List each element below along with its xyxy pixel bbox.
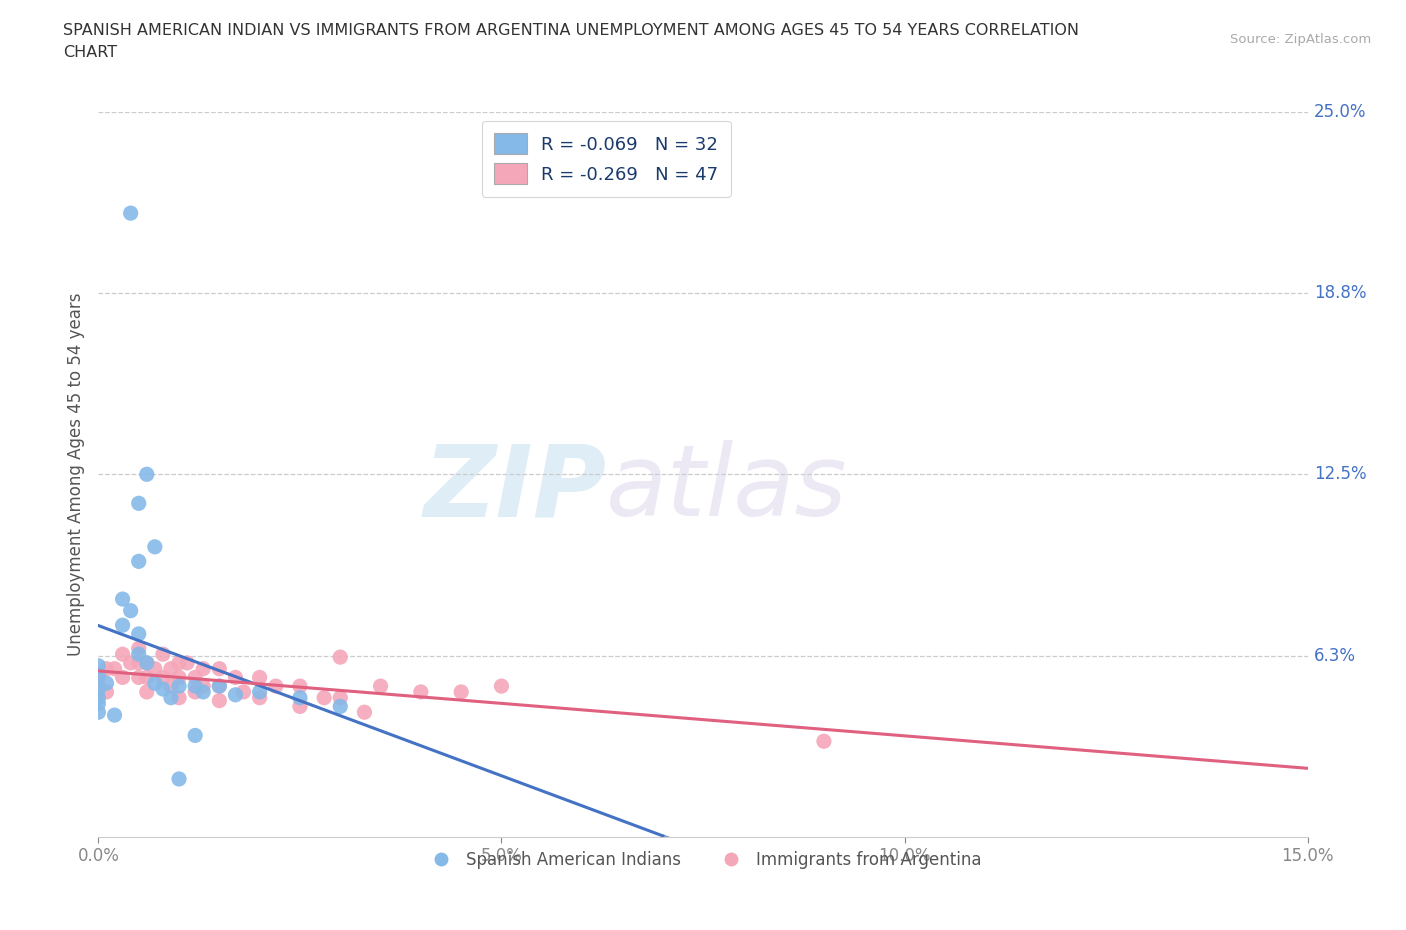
Point <box>193 679 215 694</box>
Point <box>329 650 352 665</box>
Point <box>103 661 125 676</box>
Text: Source: ZipAtlas.com: Source: ZipAtlas.com <box>1230 33 1371 46</box>
Legend: Spanish American Indians, Immigrants from Argentina: Spanish American Indians, Immigrants fro… <box>418 844 988 876</box>
Text: 18.8%: 18.8% <box>1313 284 1367 302</box>
Point <box>128 554 150 569</box>
Point <box>87 684 110 699</box>
Point <box>135 656 157 671</box>
Point <box>128 641 150 656</box>
Point <box>96 676 118 691</box>
Point <box>264 679 287 694</box>
Point <box>176 656 198 671</box>
Point <box>249 684 271 699</box>
Point <box>103 708 125 723</box>
Point <box>329 699 352 714</box>
Point <box>409 684 432 699</box>
Point <box>87 679 110 694</box>
Point <box>96 684 118 699</box>
Point <box>370 679 392 694</box>
Point <box>208 679 231 694</box>
Point <box>208 693 231 708</box>
Point <box>135 670 157 684</box>
Point <box>128 627 150 642</box>
Point <box>128 646 150 661</box>
Point <box>450 684 472 699</box>
Point <box>111 670 134 684</box>
Point <box>143 539 166 554</box>
Point <box>87 690 110 705</box>
Point <box>167 670 190 684</box>
Point <box>167 690 190 705</box>
Point <box>96 661 118 676</box>
Point <box>208 661 231 676</box>
Point <box>87 670 110 684</box>
Text: SPANISH AMERICAN INDIAN VS IMMIGRANTS FROM ARGENTINA UNEMPLOYMENT AMONG AGES 45 : SPANISH AMERICAN INDIAN VS IMMIGRANTS FR… <box>63 23 1080 38</box>
Point <box>128 656 150 671</box>
Point <box>288 699 311 714</box>
Text: atlas: atlas <box>606 440 848 538</box>
Point <box>314 690 336 705</box>
Point <box>120 604 142 618</box>
Point <box>329 690 352 705</box>
Point <box>232 684 254 699</box>
Point <box>111 646 134 661</box>
Point <box>120 656 142 671</box>
Point <box>120 206 142 220</box>
Point <box>143 676 166 691</box>
Point <box>288 679 311 694</box>
Point <box>249 690 271 705</box>
Point <box>193 684 215 699</box>
Point <box>160 690 183 705</box>
Point <box>184 728 207 743</box>
Point <box>184 684 207 699</box>
Point <box>160 661 183 676</box>
Point <box>111 618 134 632</box>
Point <box>135 656 157 671</box>
Point <box>135 467 157 482</box>
Text: 12.5%: 12.5% <box>1313 465 1367 484</box>
Text: ZIP: ZIP <box>423 440 606 538</box>
Point <box>167 656 190 671</box>
Text: 25.0%: 25.0% <box>1313 102 1367 121</box>
Point <box>87 658 110 673</box>
Text: 6.3%: 6.3% <box>1313 646 1355 665</box>
Text: CHART: CHART <box>63 45 117 60</box>
Point <box>160 679 183 694</box>
Point <box>152 682 174 697</box>
Point <box>87 667 110 682</box>
Point <box>152 646 174 661</box>
Point <box>128 670 150 684</box>
Point <box>193 661 215 676</box>
Point <box>184 679 207 694</box>
Point <box>87 682 110 697</box>
Point <box>249 670 271 684</box>
Point <box>152 670 174 684</box>
Point <box>491 679 513 694</box>
Point <box>111 591 134 606</box>
Point <box>167 679 190 694</box>
Point <box>128 496 150 511</box>
Point <box>353 705 375 720</box>
Point <box>208 679 231 694</box>
Point <box>224 687 246 702</box>
Point <box>135 684 157 699</box>
Point <box>87 705 110 720</box>
Point <box>224 670 246 684</box>
Y-axis label: Unemployment Among Ages 45 to 54 years: Unemployment Among Ages 45 to 54 years <box>66 293 84 656</box>
Point <box>813 734 835 749</box>
Point <box>143 661 166 676</box>
Point <box>87 696 110 711</box>
Point <box>167 772 190 787</box>
Point <box>288 690 311 705</box>
Point <box>184 670 207 684</box>
